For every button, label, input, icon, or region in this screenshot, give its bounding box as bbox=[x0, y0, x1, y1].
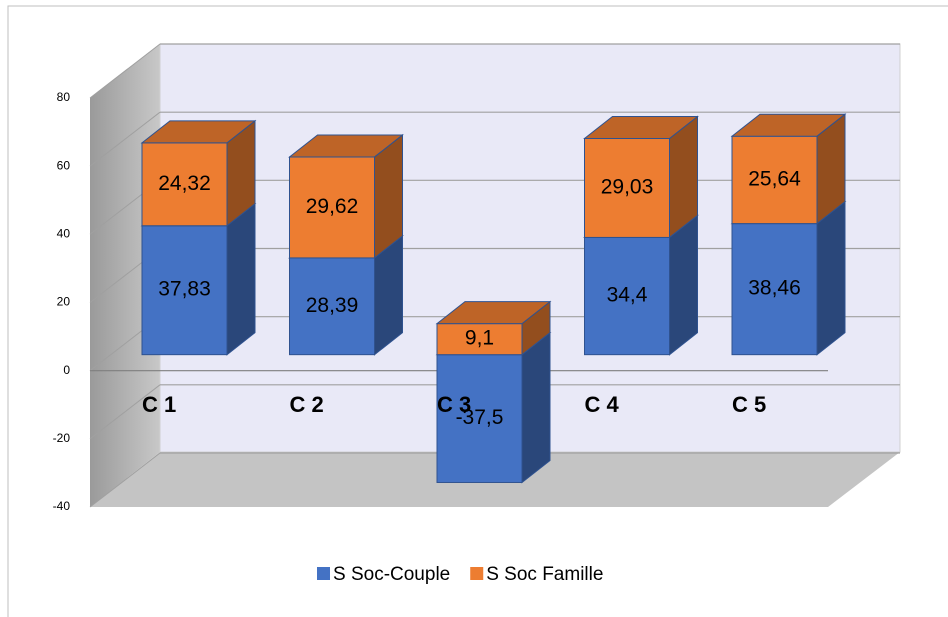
value-label: -37,5 bbox=[456, 406, 504, 429]
legend-swatch bbox=[317, 567, 330, 580]
bar-front bbox=[436, 323, 523, 356]
y-tick-label: 80 bbox=[57, 90, 71, 104]
value-label: 37,83 bbox=[158, 278, 211, 301]
y-tick-label: -20 bbox=[53, 431, 71, 445]
bar-top bbox=[435, 301, 552, 325]
x-tick-label: C 3 bbox=[437, 392, 471, 417]
bar-side bbox=[816, 200, 846, 356]
legend-label: S Soc Famille bbox=[486, 564, 603, 585]
bar-front bbox=[141, 225, 228, 356]
y-tick-label: 0 bbox=[63, 363, 70, 377]
bar-front bbox=[731, 135, 818, 225]
bar-front bbox=[584, 236, 670, 356]
y-tick-label: 40 bbox=[57, 227, 71, 241]
grid-line-side bbox=[89, 111, 161, 167]
value-label: 24,32 bbox=[158, 172, 211, 195]
bar-front bbox=[141, 142, 228, 227]
x-tick-label: C 4 bbox=[585, 392, 620, 417]
bar-top bbox=[730, 113, 847, 137]
value-label: 9,1 bbox=[465, 327, 494, 350]
x-tick-label: C 2 bbox=[290, 392, 324, 417]
bar-front bbox=[731, 223, 818, 356]
bar-side bbox=[226, 202, 256, 356]
bar-top bbox=[288, 134, 404, 158]
value-label: 25,64 bbox=[748, 167, 801, 190]
value-label: 29,62 bbox=[306, 195, 359, 218]
x-tick-label: C 1 bbox=[142, 392, 176, 417]
bar-side bbox=[521, 331, 551, 484]
bar-side bbox=[669, 214, 698, 356]
bar-top bbox=[140, 120, 257, 144]
y-tick-label: 60 bbox=[57, 158, 71, 172]
legend-label: S Soc-Couple bbox=[333, 564, 450, 585]
y-tick-label: -40 bbox=[53, 499, 71, 513]
legend-swatch bbox=[470, 567, 484, 580]
x-tick-label: C 5 bbox=[732, 392, 766, 417]
grid-line-side bbox=[89, 452, 161, 508]
grid-line-side bbox=[89, 43, 161, 99]
bar-front bbox=[289, 156, 375, 259]
value-label: 28,39 bbox=[306, 294, 359, 317]
y-tick-label: 20 bbox=[57, 295, 71, 309]
grid-line-side bbox=[89, 384, 161, 440]
bar-top bbox=[583, 115, 699, 139]
bar-front bbox=[584, 137, 670, 238]
bar-front bbox=[436, 354, 523, 483]
value-label: 38,46 bbox=[748, 277, 801, 300]
value-label: 34,4 bbox=[607, 284, 648, 307]
value-label: 29,03 bbox=[601, 175, 654, 198]
